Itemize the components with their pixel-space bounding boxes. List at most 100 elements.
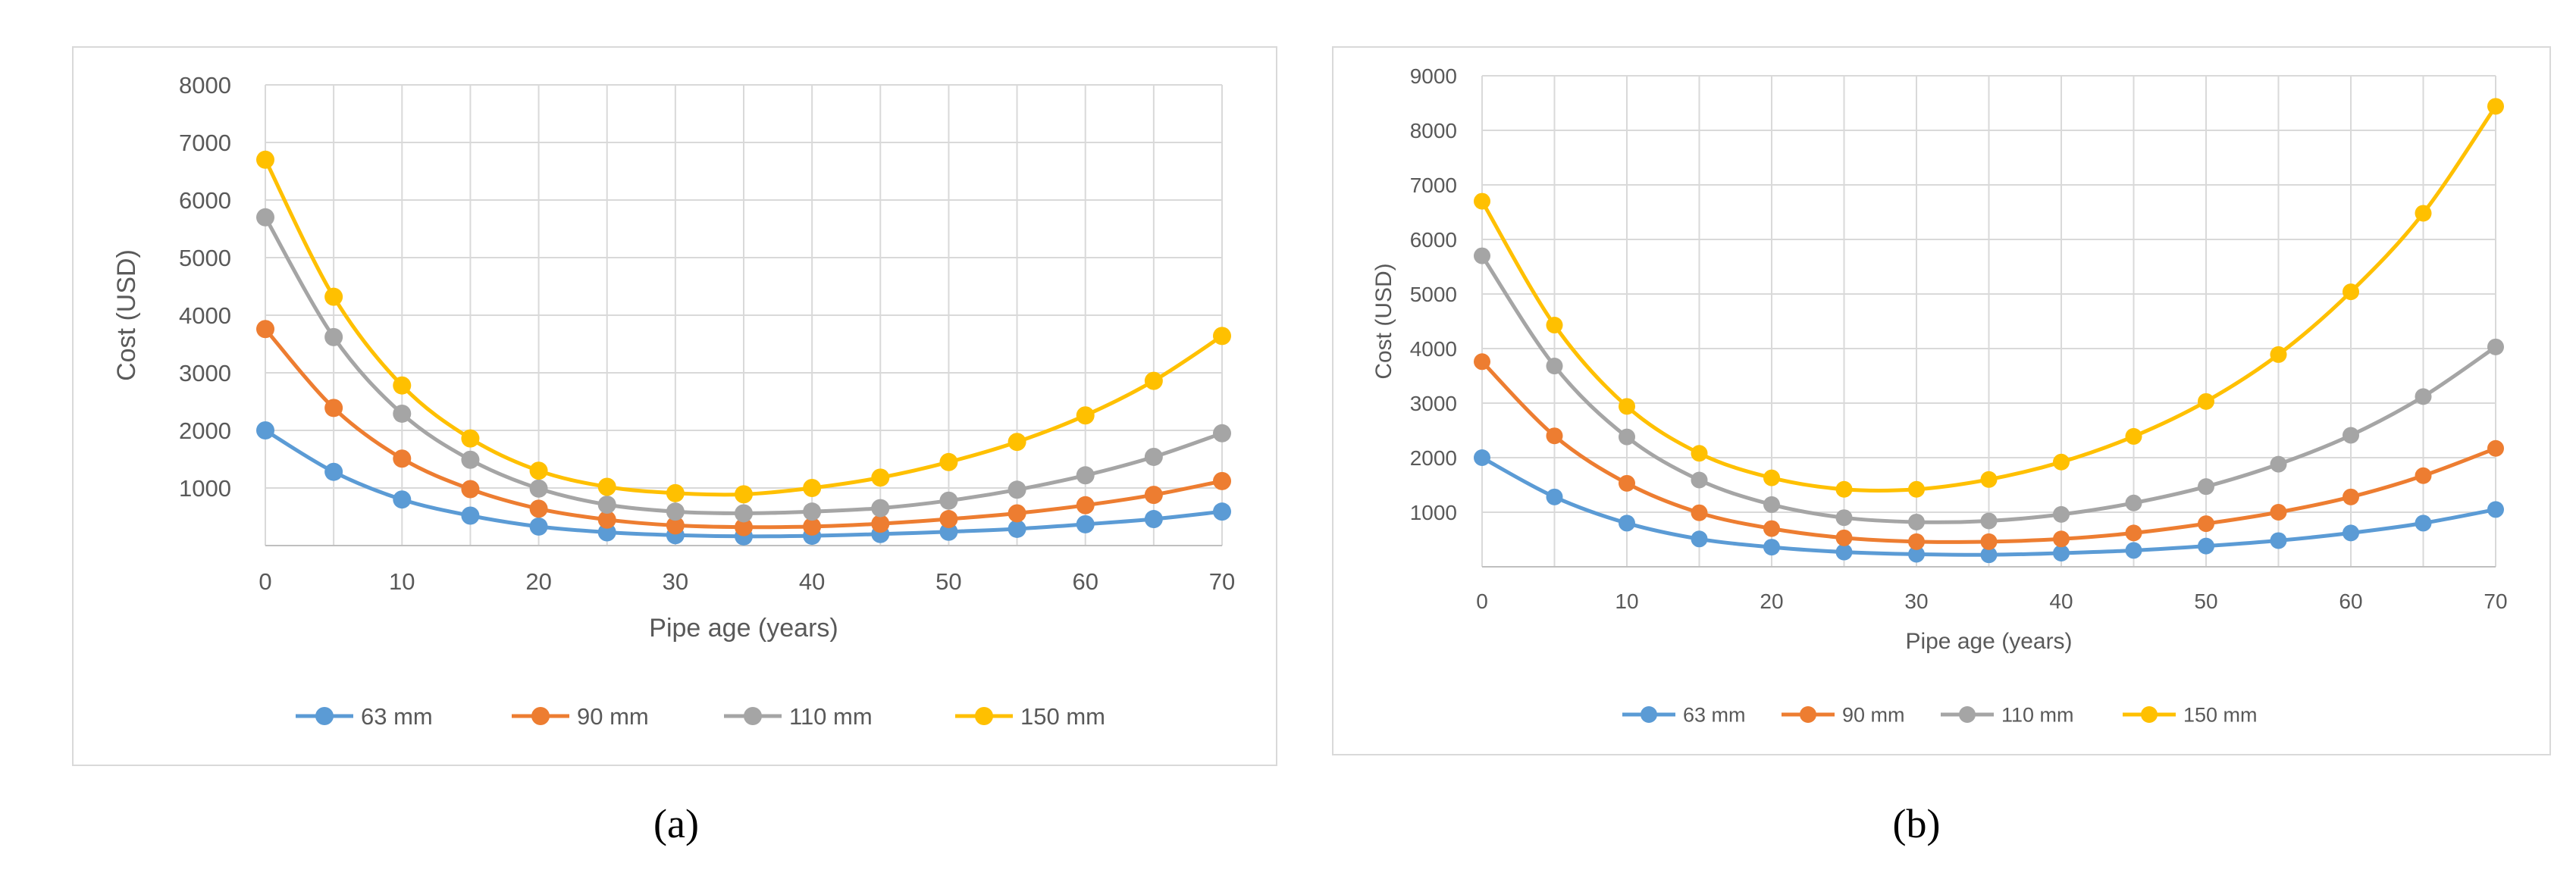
y-tick-label: 6000 xyxy=(1410,228,1457,252)
y-tick-label: 1000 xyxy=(1410,501,1457,524)
data-point xyxy=(2053,453,2070,471)
data-point xyxy=(803,502,822,521)
data-point xyxy=(1835,543,1853,561)
x-tick-label: 60 xyxy=(1072,568,1098,595)
tick-labels: 0 10 20 30 40 50 60 70 1000 2000 3000 4000 5000 6000 7… xyxy=(1410,64,2508,613)
data-point xyxy=(1546,317,1563,334)
y-tick-label: 4000 xyxy=(179,302,231,329)
y-tick-label: 2000 xyxy=(179,418,231,444)
legend-entry: 150 mm xyxy=(2123,703,2258,726)
x-tick-label: 10 xyxy=(389,568,415,595)
y-tick-label: 9000 xyxy=(1410,64,1457,88)
data-point xyxy=(1691,471,1708,489)
legend-label: 110 mm xyxy=(2001,703,2074,726)
y-tick-label: 5000 xyxy=(1410,283,1457,306)
y-tick-label: 8000 xyxy=(1410,119,1457,142)
data-point xyxy=(2270,504,2287,521)
data-point xyxy=(324,462,343,481)
data-point xyxy=(1980,512,1998,530)
data-point xyxy=(324,287,343,306)
legend-label: 63 mm xyxy=(1683,703,1746,726)
data-point xyxy=(666,483,685,502)
series-63-mm xyxy=(1474,449,2504,564)
data-point xyxy=(939,522,958,541)
data-point xyxy=(2198,537,2214,555)
data-point xyxy=(1763,520,1780,537)
series-layer xyxy=(1474,98,2504,564)
data-point xyxy=(461,506,480,525)
data-point xyxy=(1835,509,1853,527)
data-point xyxy=(1008,480,1026,499)
data-point xyxy=(256,421,274,439)
y-tick-label: 2000 xyxy=(1410,446,1457,470)
x-tick-label: 20 xyxy=(1760,590,1783,613)
data-point xyxy=(1835,529,1853,546)
data-point xyxy=(871,514,890,533)
data-point xyxy=(1474,449,1490,466)
x-tick-label: 30 xyxy=(1904,590,1928,613)
data-point xyxy=(1144,510,1163,529)
data-point xyxy=(1763,539,1780,556)
data-point xyxy=(1619,474,1635,492)
data-point xyxy=(1008,504,1026,523)
x-tick-label: 70 xyxy=(2484,590,2507,613)
data-point xyxy=(2270,532,2287,549)
series-90-mm xyxy=(256,320,1231,536)
data-point xyxy=(2125,542,2142,559)
data-point xyxy=(1008,519,1026,538)
panel-caption-b: (b) xyxy=(1893,801,1941,846)
data-point xyxy=(1546,488,1563,505)
data-point xyxy=(666,516,685,535)
data-point xyxy=(1076,466,1095,485)
x-tick-label: 50 xyxy=(2194,590,2217,613)
data-point xyxy=(1763,496,1780,513)
data-point xyxy=(803,517,822,536)
legend: 63 mm 90 mm 110 mm 150 mm xyxy=(1622,703,2258,726)
data-point xyxy=(1691,445,1708,462)
data-point xyxy=(529,461,548,480)
data-point xyxy=(461,480,480,499)
data-point xyxy=(324,399,343,418)
data-point xyxy=(2125,427,2142,445)
y-tick-label: 3000 xyxy=(1410,392,1457,415)
y-tick-label: 3000 xyxy=(179,360,231,386)
data-point xyxy=(2487,98,2504,115)
data-point xyxy=(1144,486,1163,505)
data-point xyxy=(2270,346,2287,363)
x-tick-label: 60 xyxy=(2339,590,2362,613)
data-point xyxy=(2487,338,2504,355)
data-point xyxy=(939,510,958,529)
data-point xyxy=(597,510,616,529)
x-axis-label: Pipe age (years) xyxy=(649,614,838,643)
data-point xyxy=(1144,371,1163,390)
data-point xyxy=(2487,439,2504,457)
data-point xyxy=(256,320,274,339)
legend-marker xyxy=(531,707,550,725)
series-layer xyxy=(256,150,1231,546)
data-point xyxy=(1546,358,1563,375)
data-point xyxy=(735,504,753,523)
series-150-mm xyxy=(256,150,1231,504)
data-point xyxy=(666,502,685,521)
data-point xyxy=(393,490,412,509)
x-axis-label: Pipe age (years) xyxy=(1905,629,2072,654)
data-point xyxy=(2053,545,2070,561)
data-point xyxy=(1076,406,1095,425)
x-tick-label: 40 xyxy=(799,568,825,595)
data-point xyxy=(256,150,274,169)
data-point xyxy=(324,327,343,346)
data-point xyxy=(1763,469,1780,486)
legend-label: 110 mm xyxy=(789,703,873,730)
legend-label: 90 mm xyxy=(577,703,649,730)
data-point xyxy=(1144,447,1163,466)
chart-frame xyxy=(1332,46,2551,755)
data-point xyxy=(871,499,890,518)
data-point xyxy=(1213,424,1231,443)
x-tick-label: 40 xyxy=(2049,590,2073,613)
data-point xyxy=(461,450,480,469)
legend-entry: 90 mm xyxy=(512,703,649,730)
data-point xyxy=(529,479,548,498)
data-point xyxy=(2487,501,2504,518)
tick-labels: 0 10 20 30 40 50 60 70 1000 2000 3000 4000 5000 6000 7… xyxy=(179,72,1235,595)
data-point xyxy=(735,485,753,504)
